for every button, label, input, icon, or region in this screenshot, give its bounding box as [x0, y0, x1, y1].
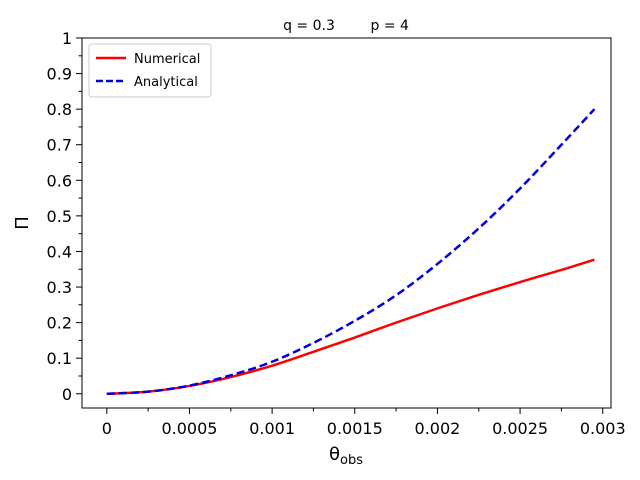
- plot-area: [82, 38, 611, 408]
- x-tick-label: 0.003: [580, 419, 626, 438]
- x-axis: 0 0.0005 0.001 0.0015 0.002 0.0025 0.003: [102, 408, 626, 438]
- y-tick-label: 0.6: [47, 171, 72, 190]
- plot-background: [82, 38, 611, 408]
- x-tick-label: 0.0015: [327, 419, 383, 438]
- y-tick-label: 0.8: [47, 100, 72, 119]
- y-tick-label: 0: [62, 385, 72, 404]
- y-axis: 0 0.1 0.2 0.3 0.4 0.5 0.6 0.7 0.8 0.9 1: [47, 29, 82, 404]
- y-tick-label: 0.7: [47, 136, 72, 155]
- y-tick-label: 0.5: [47, 207, 72, 226]
- series-group: [106, 108, 596, 396]
- series-line-analytical: [106, 108, 596, 396]
- chart-title: q = 0.3 p = 4: [283, 18, 409, 34]
- x-axis-label-subscript: obs: [340, 453, 363, 468]
- legend: Numerical Analytical: [88, 43, 212, 98]
- y-tick-label: 0.1: [47, 349, 72, 368]
- x-tick-label: 0.001: [249, 419, 295, 438]
- legend-analytical-label: Analytical: [134, 75, 198, 90]
- x-axis-label: θobs: [329, 444, 363, 468]
- legend-numerical-label: Numerical: [134, 52, 200, 67]
- y-tick-label: 0.4: [47, 242, 72, 261]
- y-axis-label: Π: [12, 216, 33, 230]
- x-tick-label: 0.0005: [161, 419, 217, 438]
- x-tick-label: 0.0025: [492, 419, 548, 438]
- y-tick-label: 0.9: [47, 65, 72, 84]
- y-tick-label: 0.3: [47, 278, 72, 297]
- y-tick-label: 1: [62, 29, 72, 48]
- series-line-numerical: [106, 258, 595, 396]
- x-tick-label: 0: [102, 419, 112, 438]
- x-axis-label-main: θ: [329, 444, 340, 465]
- plot-frame: [81, 37, 612, 409]
- y-tick-label: 0.2: [47, 314, 72, 333]
- x-tick-label: 0.002: [415, 419, 461, 438]
